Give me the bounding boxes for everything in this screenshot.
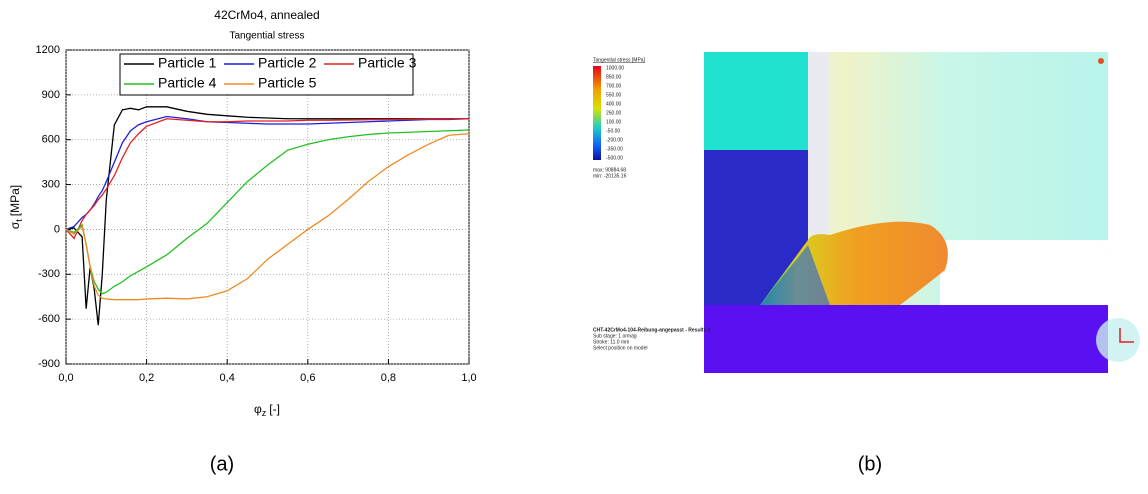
simulation-image (704, 52, 1140, 373)
chart-subtitle: Tangential stress (229, 31, 304, 42)
colorbar (593, 66, 601, 160)
y-tick-label: -600 (38, 313, 60, 325)
y-tick-label: -900 (38, 358, 60, 370)
x-tick-label: 0,4 (220, 372, 235, 384)
legend-label: Particle 2 (258, 55, 317, 71)
legend-label: Particle 1 (158, 55, 217, 71)
info-line: Select position on model (593, 345, 647, 351)
colorbar-label: 1000.00 (606, 65, 624, 71)
colorbar-label: 700.00 (606, 83, 622, 89)
colorbar-label: 400.00 (606, 101, 622, 107)
x-tick-label: 0,0 (58, 372, 73, 384)
max-value: max: 90884.68 (593, 167, 626, 173)
series-line (65, 115, 470, 231)
x-tick-label: 1,0 (461, 372, 476, 384)
contour-legend-title: Tangential stress [MPa] (593, 57, 646, 63)
punch-edge (808, 52, 830, 240)
x-label-symbol: φ (254, 402, 262, 416)
colorbar-label: 100.00 (606, 119, 622, 125)
x-tick-label: 0,8 (381, 372, 396, 384)
y-tick-label: 600 (42, 134, 60, 146)
colorbar-label: -500.00 (606, 155, 623, 161)
x-axis-label: φz [-] (254, 402, 280, 418)
series-line (65, 118, 470, 240)
x-label-unit: [-] (269, 402, 280, 416)
series-line (65, 133, 470, 301)
x-tick-label: 0,2 (139, 372, 154, 384)
x-tick-label: 0,6 (300, 372, 315, 384)
info-line: Stroke: 11.0 mm (593, 339, 629, 345)
info-line: Sub stage: 1 ormag (593, 333, 637, 339)
axis-triad (1119, 328, 1134, 343)
cavity (940, 240, 1108, 305)
colorbar-label: -350.00 (606, 146, 623, 152)
caption: (b) (858, 453, 882, 475)
y-tick-label: 300 (42, 178, 60, 190)
legend-box (119, 53, 414, 96)
colorbar-label: 550.00 (606, 92, 622, 98)
y-tick-label: 1200 (36, 44, 60, 56)
colorbar-label: -200.00 (606, 137, 623, 143)
y-tick-label: 900 (42, 89, 60, 101)
y-label-subscript: t (14, 219, 24, 222)
min-value: min: -20135.16 (593, 173, 627, 179)
info-text: CHT-42CrMo4-104-Reibung-angepasst - Resu… (593, 327, 711, 351)
y-tick-label: 0 (54, 223, 60, 235)
shear-zone (760, 245, 830, 305)
axis-icon (1096, 318, 1140, 362)
legend-label: Particle 4 (158, 75, 217, 91)
upper-block (704, 52, 808, 150)
series-line (65, 129, 470, 295)
legend: Particle 1 Particle 2 Particle 3 Particle 4… (124, 55, 417, 91)
caption: (a) (210, 453, 234, 475)
x-label-subscript: z (262, 408, 267, 418)
colorbar-label: 850.00 (606, 74, 622, 80)
y-axis-label: σt [MPa] (8, 185, 24, 229)
bottom-block (704, 305, 1108, 373)
view-icon (1098, 58, 1104, 64)
colorbar-label: 250.00 (606, 110, 622, 116)
plot-frame (65, 49, 470, 365)
y-label-unit: [MPa] (8, 185, 22, 216)
colorbar-label: -50.00 (606, 128, 620, 134)
chart-title: 42CrMo4, annealed (214, 8, 319, 22)
colorbar-labels: 1000.00 850.00 700.00 550.00 400.00 250.00 100… (606, 65, 624, 161)
legend-label: Particle 3 (358, 55, 417, 71)
y-label-symbol: σ (8, 221, 22, 229)
info-line: CHT-42CrMo4-104-Reibung-angepasst - Resu… (593, 327, 711, 333)
y-tick-label: -300 (38, 268, 60, 280)
legend-label: Particle 5 (258, 75, 317, 91)
